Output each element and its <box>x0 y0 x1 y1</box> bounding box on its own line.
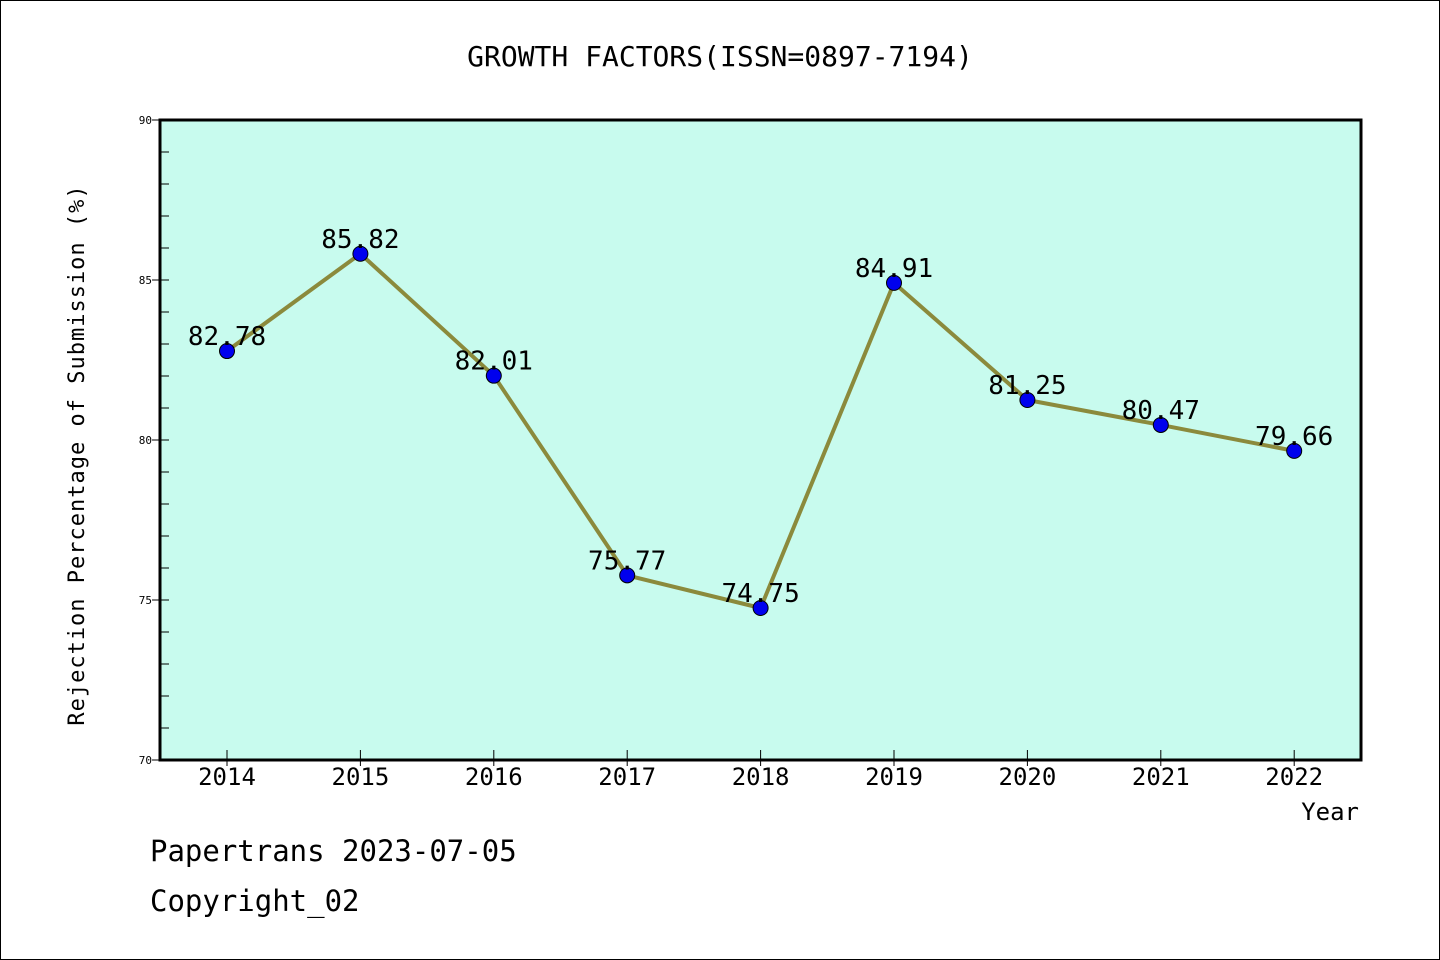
series-markers <box>219 245 1303 616</box>
data-label: 79.66 <box>1255 422 1333 452</box>
y-axis-ticks: 70 75 80 85 90 <box>139 114 169 767</box>
x-tick-label: 2016 <box>465 763 523 791</box>
x-tick-label: 2019 <box>865 763 923 791</box>
data-label: 74.75 <box>721 579 799 609</box>
plot-area <box>158 118 1363 762</box>
y-axis-label: Rejection Percentage of Submission (%) <box>65 184 90 725</box>
data-labels: 82.78 85.82 82.01 75.77 74.75 84.91 81.25 80.47… <box>188 225 1333 609</box>
x-tick-label: 2020 <box>999 763 1057 791</box>
y-tick-label: 90 <box>139 114 152 127</box>
data-label: 85.82 <box>321 225 399 255</box>
data-point-marker <box>1019 392 1036 408</box>
data-label: 84.91 <box>855 254 933 284</box>
data-point-marker <box>485 367 502 384</box>
footer-copyright-text: Copyright_02 <box>150 884 360 918</box>
x-tick-label: 2022 <box>1265 763 1323 791</box>
data-point-marker <box>619 567 636 584</box>
data-label: 82.78 <box>188 322 266 352</box>
data-point-marker <box>1286 442 1303 459</box>
data-label: 81.25 <box>988 371 1066 401</box>
chart-title: GROWTH FACTORS(ISSN=0897-7194) <box>467 40 973 73</box>
data-point-marker <box>886 274 902 291</box>
x-tick-label: 2017 <box>598 763 656 791</box>
data-point-marker <box>1152 416 1169 433</box>
x-tick-label: 2015 <box>332 763 390 791</box>
y-tick-label: 70 <box>139 754 152 767</box>
footer-date-text: Papertrans 2023-07-05 <box>150 834 517 868</box>
x-axis-label: Year <box>1301 798 1359 826</box>
data-point-marker <box>219 343 235 360</box>
y-tick-label: 85 <box>139 274 152 287</box>
y-tick-label: 80 <box>139 434 152 447</box>
data-label: 75.77 <box>588 546 666 576</box>
data-point-marker <box>752 600 769 616</box>
x-tick-label: 2018 <box>732 763 790 791</box>
data-label: 80.47 <box>1122 396 1200 426</box>
x-tick-label: 2014 <box>198 763 256 791</box>
data-label: 82.01 <box>455 347 533 377</box>
data-point-marker <box>352 245 369 262</box>
x-axis-ticks: 2014 2015 2016 2017 2018 2019 2020 2021 2022 <box>198 750 1323 791</box>
x-tick-label: 2021 <box>1132 763 1190 791</box>
y-tick-label: 75 <box>139 594 152 607</box>
